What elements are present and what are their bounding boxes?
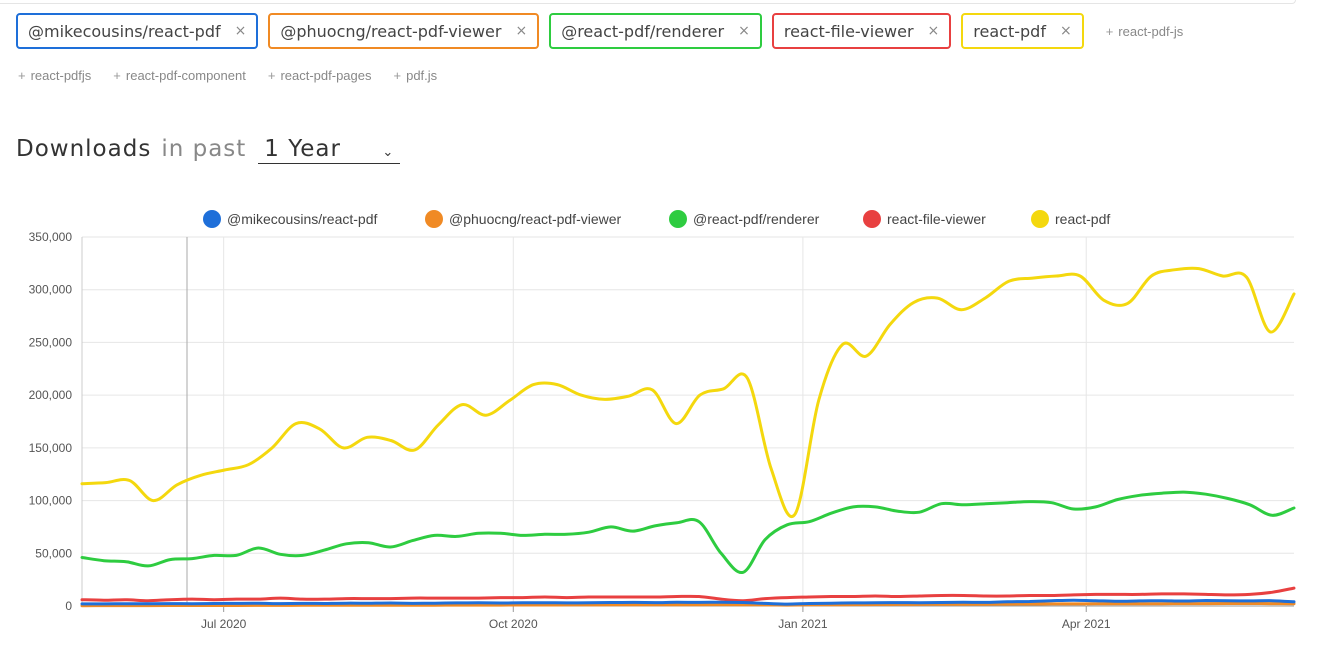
package-tag-react-file-viewer: react-file-viewer × [771, 13, 952, 49]
legend-swatch [669, 210, 687, 228]
series-line-phuocng-react-pdf-viewer [80, 602, 1296, 608]
x-tick-label: Jul 2020 [201, 617, 247, 631]
legend-label: @react-pdf/renderer [693, 211, 820, 227]
package-tag-label: @mikecousins/react-pdf [28, 21, 221, 41]
remove-package-button[interactable]: × [234, 23, 247, 39]
suggested-package-react-pdf-js[interactable]: + react-pdf-js [1106, 24, 1184, 39]
suggested-package-react-pdfjs[interactable]: + react-pdfjs [18, 68, 91, 83]
package-tag-phuocng-react-pdf-viewer: @phuocng/react-pdf-viewer × [268, 13, 540, 49]
suggested-packages-row: + react-pdfjs + react-pdf-component + react… [18, 68, 437, 83]
y-tick-label: 200,000 [29, 388, 73, 402]
x-tick-label: Jan 2021 [778, 617, 828, 631]
package-tag-mikecousins-react-pdf: @mikecousins/react-pdf × [16, 13, 259, 49]
series-line-mikecousins-react-pdf [80, 598, 1296, 606]
y-tick-label: 350,000 [29, 230, 73, 244]
plus-icon: + [113, 68, 121, 83]
y-tick-label: 0 [65, 599, 72, 613]
chevron-down-icon: ⌄ [382, 145, 395, 160]
suggested-package-react-pdf-component[interactable]: + react-pdf-component [113, 68, 246, 83]
downloads-chart: @mikecousins/react-pdf @phuocng/react-pdf… [29, 210, 1296, 631]
package-tag-react-pdf: react-pdf × [961, 13, 1084, 49]
series-line-react-file-viewer [80, 586, 1296, 603]
chart-legend: @mikecousins/react-pdf @phuocng/react-pdf… [203, 210, 1110, 228]
remove-package-button[interactable]: × [1059, 23, 1072, 39]
y-axis: 0 50,000 100,000 150,000 200,000 250,000 300,0… [29, 230, 73, 613]
in-past-label: in past [161, 136, 247, 162]
y-tick-label: 100,000 [29, 494, 73, 508]
x-tick-label: Oct 2020 [489, 617, 538, 631]
legend-swatch [1031, 210, 1049, 228]
x-tick-label: Apr 2021 [1062, 617, 1111, 631]
package-tag-react-pdf-renderer: @react-pdf/renderer × [549, 13, 762, 49]
plus-icon: + [1105, 23, 1114, 39]
remove-package-button[interactable]: × [738, 23, 750, 39]
legend-label: react-file-viewer [887, 211, 986, 227]
package-tag-label: @react-pdf/renderer [561, 21, 725, 41]
x-axis: Jul 2020 Oct 2020 Jan 2021 Apr 2021 [201, 606, 1111, 631]
top-border [0, 0, 1296, 4]
suggested-package-label: react-pdf-pages [280, 68, 372, 83]
suggested-package-label: react-pdf-component [125, 68, 246, 83]
series-line-react-pdf-renderer [80, 490, 1296, 574]
y-tick-label: 300,000 [29, 283, 73, 297]
legend-swatch [863, 210, 881, 228]
legend-label: @phuocng/react-pdf-viewer [449, 211, 622, 227]
downloads-heading: Downloads in past 1 Year ⌄ [16, 136, 401, 164]
package-tag-label: react-file-viewer [783, 21, 914, 41]
period-select[interactable]: 1 Year ⌄ [258, 136, 401, 164]
period-select-value: 1 Year [264, 136, 341, 162]
plus-icon: + [393, 68, 402, 83]
package-tag-label: react-pdf [973, 21, 1046, 41]
legend-label: react-pdf [1055, 211, 1110, 227]
legend-swatch [425, 210, 443, 228]
package-tag-row: @mikecousins/react-pdf × @phuocng/react-… [16, 13, 1183, 49]
suggested-package-pdf-js[interactable]: + pdf.js [394, 68, 438, 83]
suggested-package-label: react-pdfjs [30, 68, 92, 83]
legend-swatch [203, 210, 221, 228]
suggested-package-label: react-pdf-js [1118, 23, 1184, 39]
y-tick-label: 50,000 [35, 546, 72, 560]
downloads-label: Downloads [16, 136, 152, 162]
remove-package-button[interactable]: × [515, 23, 528, 39]
remove-package-button[interactable]: × [927, 23, 940, 39]
suggested-package-react-pdf-pages[interactable]: + react-pdf-pages [268, 68, 372, 83]
suggested-package-label: pdf.js [406, 68, 438, 83]
plus-icon: + [267, 68, 276, 83]
y-tick-label: 150,000 [29, 441, 73, 455]
package-tag-label: @phuocng/react-pdf-viewer [280, 21, 502, 41]
chart-grid [81, 236, 1294, 607]
series-line-react-pdf [80, 266, 1296, 518]
y-tick-label: 250,000 [29, 335, 73, 349]
legend-label: @mikecousins/react-pdf [227, 211, 377, 227]
plus-icon: + [18, 68, 26, 83]
chart-series [80, 266, 1296, 608]
